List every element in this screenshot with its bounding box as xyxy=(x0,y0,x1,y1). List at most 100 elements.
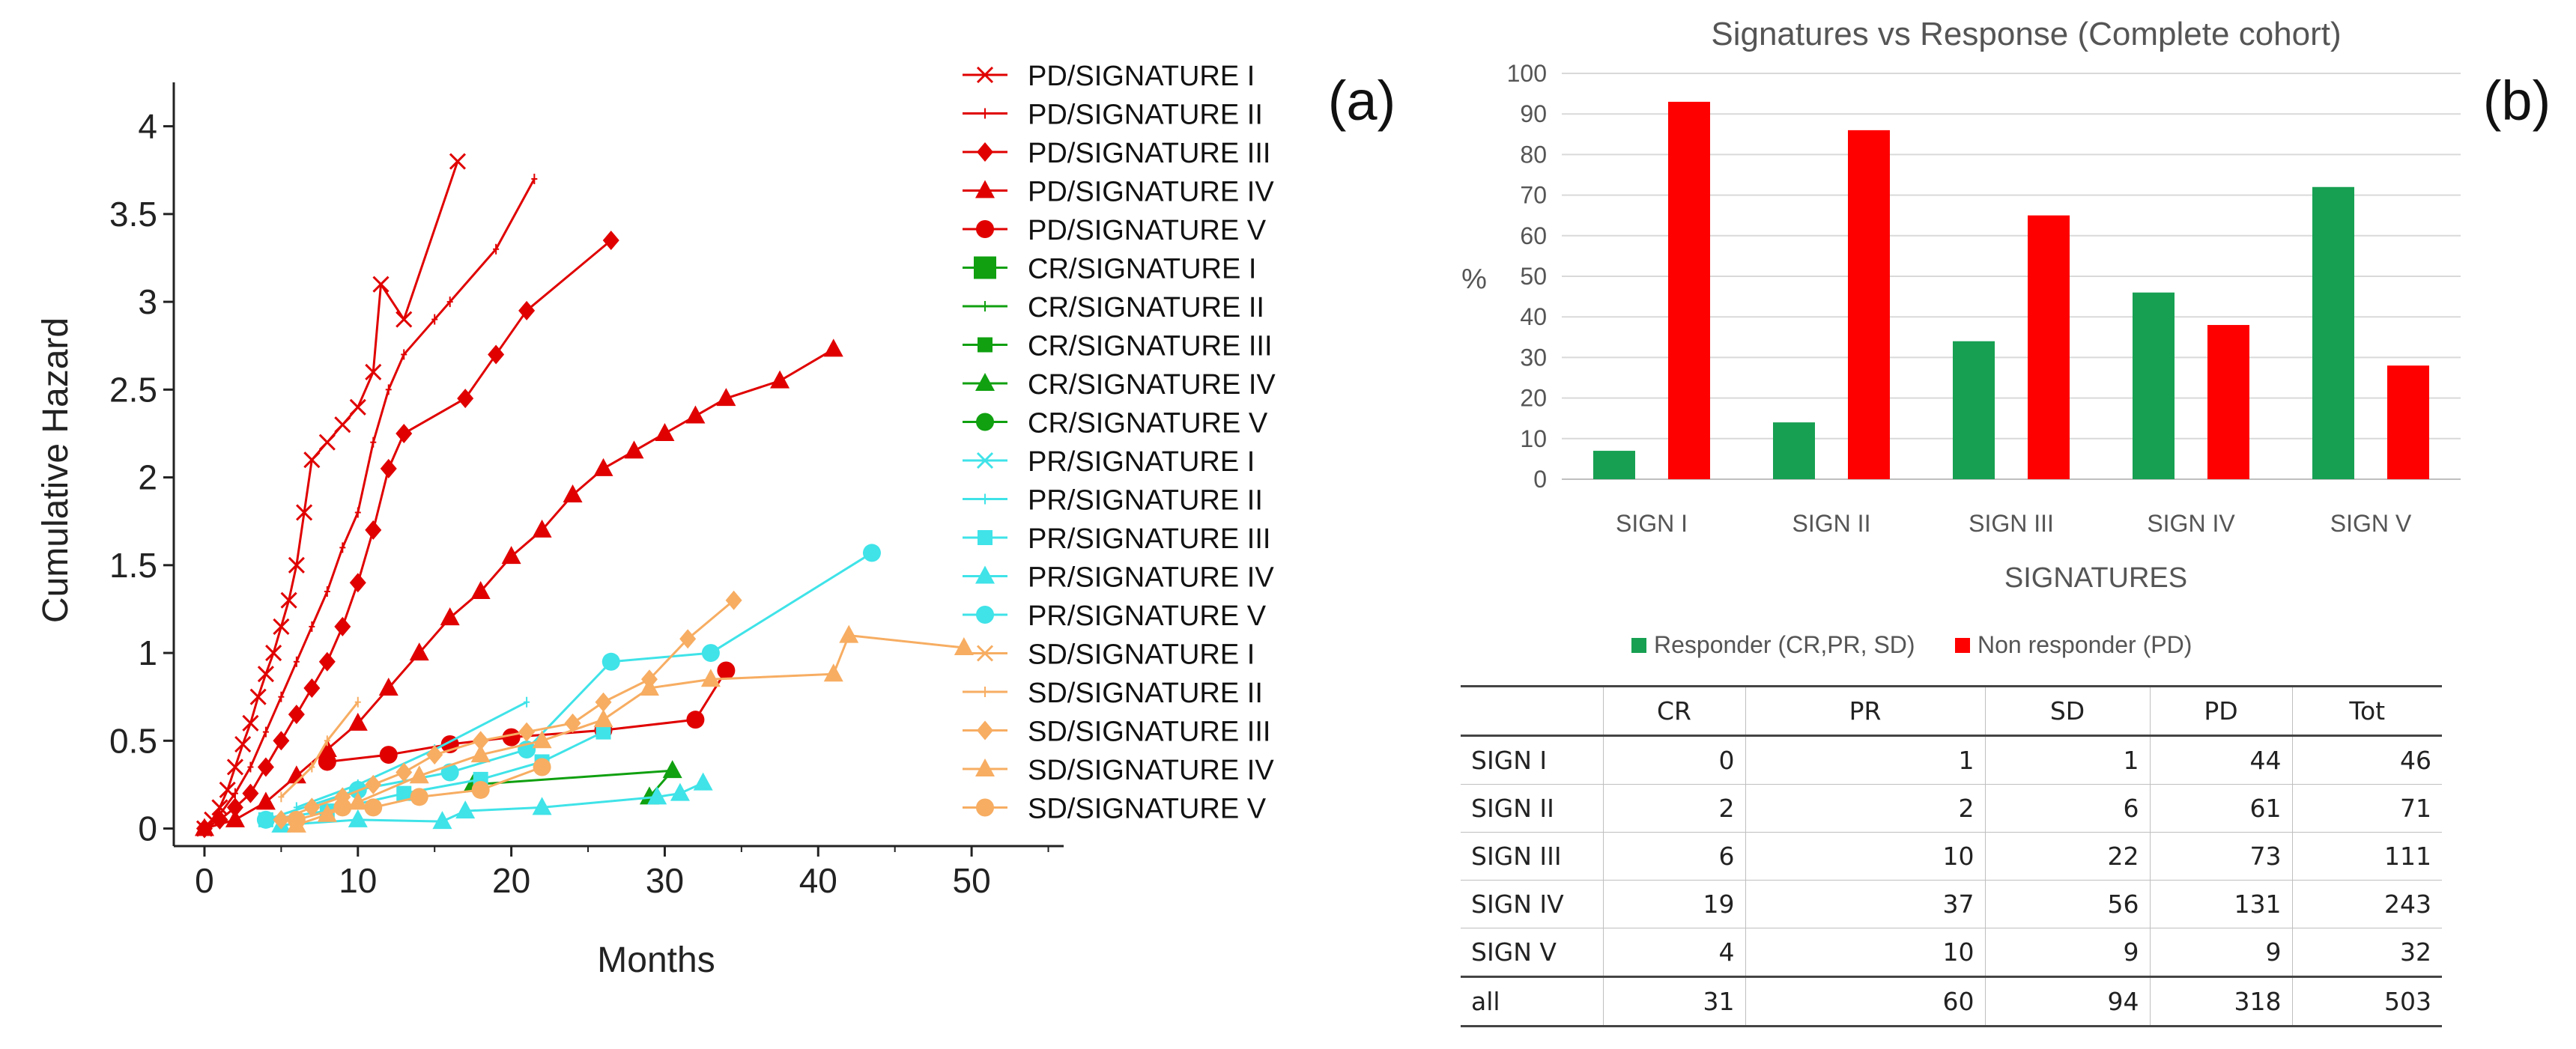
table-cell: 71 xyxy=(2291,784,2442,833)
bar-y-tick-label: 30 xyxy=(1520,344,1547,371)
hazard-data-point-stroke xyxy=(226,758,243,776)
hazard-data-point xyxy=(273,731,290,751)
hazard-legend-label: CR/SIGNATURE IV xyxy=(1028,369,1276,401)
hazard-data-point xyxy=(318,651,336,672)
hazard-x-tick-label: 50 xyxy=(953,861,991,900)
table-cell: 9 xyxy=(1984,928,2151,977)
hazard-legend-label: PR/SIGNATURE IV xyxy=(1028,562,1274,594)
table-header-row: CR PR SD PD Tot xyxy=(1461,685,2442,737)
hazard-data-point xyxy=(231,788,238,799)
bar xyxy=(2312,186,2354,479)
hazard-data-point xyxy=(563,484,583,503)
hazard-data-point xyxy=(348,712,368,731)
hazard-data-point xyxy=(339,542,346,553)
hazard-legend-marker xyxy=(976,413,994,431)
hazard-series-group xyxy=(318,661,736,771)
hazard-legend-marker xyxy=(976,220,994,238)
hazard-data-point xyxy=(354,507,361,518)
bar xyxy=(1848,130,1890,479)
hazard-data-point xyxy=(296,504,313,521)
bar-y-tick-label: 20 xyxy=(1520,385,1547,412)
hazard-series-group xyxy=(256,544,881,829)
hazard-data-point xyxy=(470,581,491,599)
hazard-data-point xyxy=(365,363,382,380)
hazard-data-point xyxy=(533,758,551,776)
panel-b-bar-chart: Signatures vs Response (Complete cohort)… xyxy=(1461,16,2551,658)
hazard-data-point xyxy=(225,809,245,827)
table-header-cell: CR xyxy=(1602,685,1746,737)
hazard-series-group xyxy=(287,758,551,829)
hazard-y-axis-label: Cumulative Hazard xyxy=(36,317,76,623)
hazard-legend-marker xyxy=(982,108,988,119)
table-total-row: all 31 60 94 318 503 xyxy=(1461,976,2442,1027)
table-cell: 4 xyxy=(1602,928,1746,977)
hazard-data-point xyxy=(348,791,368,810)
bar-y-tick-label: 80 xyxy=(1520,141,1547,168)
hazard-data-point xyxy=(502,728,521,747)
hazard-data-point-stroke xyxy=(303,451,321,469)
hazard-data-point xyxy=(532,730,552,749)
hazard-data-point xyxy=(303,451,321,469)
hazard-data-point xyxy=(334,616,351,636)
bar xyxy=(1953,341,1995,479)
hazard-data-point xyxy=(518,722,536,742)
hazard-data-point-stroke xyxy=(288,556,305,574)
bar-chart-title: Signatures vs Response (Complete cohort) xyxy=(1711,16,2341,52)
panel-a-label: (a) xyxy=(1328,70,1395,132)
hazard-data-point xyxy=(293,656,300,667)
table-cell: 1 xyxy=(1984,735,2151,785)
table-row: SIGN II 2 2 6 61 71 xyxy=(1461,784,2442,833)
hazard-legend-marker xyxy=(976,451,994,469)
hazard-series-group xyxy=(196,153,466,837)
bar-category-label: SIGN IV xyxy=(2147,510,2235,537)
hazard-legend-marker xyxy=(978,530,992,545)
table-cell: 0 xyxy=(1602,735,1746,785)
hazard-data-point xyxy=(457,389,474,409)
hazard-series-line xyxy=(280,701,359,798)
hazard-data-point xyxy=(365,520,382,540)
hazard-data-point-stroke xyxy=(219,781,236,799)
hazard-data-point xyxy=(278,791,285,803)
hazard-legend-label: CR/SIGNATURE V xyxy=(1028,408,1268,440)
bar-legend-swatch xyxy=(1955,638,1970,653)
hazard-data-point xyxy=(226,758,243,776)
hazard-legend-label: SD/SIGNATURE III xyxy=(1028,717,1270,748)
bar-y-tick-label: 70 xyxy=(1520,182,1547,209)
hazard-data-point xyxy=(317,803,337,822)
hazard-data-point xyxy=(242,783,259,803)
table-cell: 46 xyxy=(2291,735,2442,785)
table-cell: 44 xyxy=(2149,735,2293,785)
bar-axes: 0 10 20 30 40 50 60 70 80 90 100 xyxy=(1507,60,2461,493)
hazard-data-point xyxy=(255,791,276,810)
hazard-data-point xyxy=(396,762,413,782)
hazard-data-point xyxy=(318,752,336,771)
hazard-legend-marker xyxy=(975,758,995,776)
hazard-legend-marker xyxy=(975,373,995,391)
hazard-y-tick-label: 2 xyxy=(138,458,157,497)
hazard-series-group xyxy=(286,624,974,833)
hazard-data-point xyxy=(954,637,974,656)
hazard-data-point-stroke xyxy=(265,645,282,662)
table-header-cell: SD xyxy=(1984,685,2151,737)
hazard-data-point xyxy=(372,276,390,293)
table-cell: SIGN IV xyxy=(1461,880,1604,928)
hazard-data-point xyxy=(247,761,254,773)
hazard-legend-marker xyxy=(976,645,994,662)
table-cell: 31 xyxy=(1602,976,1746,1027)
hazard-legend-label: CR/SIGNATURE II xyxy=(1028,292,1264,323)
hazard-legend-label: SD/SIGNATURE IV xyxy=(1028,755,1274,786)
hazard-x-tick-label: 0 xyxy=(195,861,214,900)
table-cell: SIGN V xyxy=(1461,928,1604,977)
hazard-data-point xyxy=(288,556,305,574)
hazard-data-point xyxy=(317,739,337,758)
bar-y-tick-label: 100 xyxy=(1507,60,1547,87)
hazard-data-point xyxy=(226,797,243,818)
hazard-series-line xyxy=(203,161,459,830)
hazard-series xyxy=(194,153,974,839)
panel-a-hazard-plot: 0 10 20 30 40 50 0 0.5 1 1.5 2 2.5 3 3.5 4 Months Cumu… xyxy=(36,61,1395,980)
hazard-data-point xyxy=(256,810,275,829)
hazard-data-point xyxy=(309,621,315,632)
bar-y-tick-label: 0 xyxy=(1533,466,1547,493)
hazard-legend-label: PR/SIGNATURE V xyxy=(1028,600,1267,632)
